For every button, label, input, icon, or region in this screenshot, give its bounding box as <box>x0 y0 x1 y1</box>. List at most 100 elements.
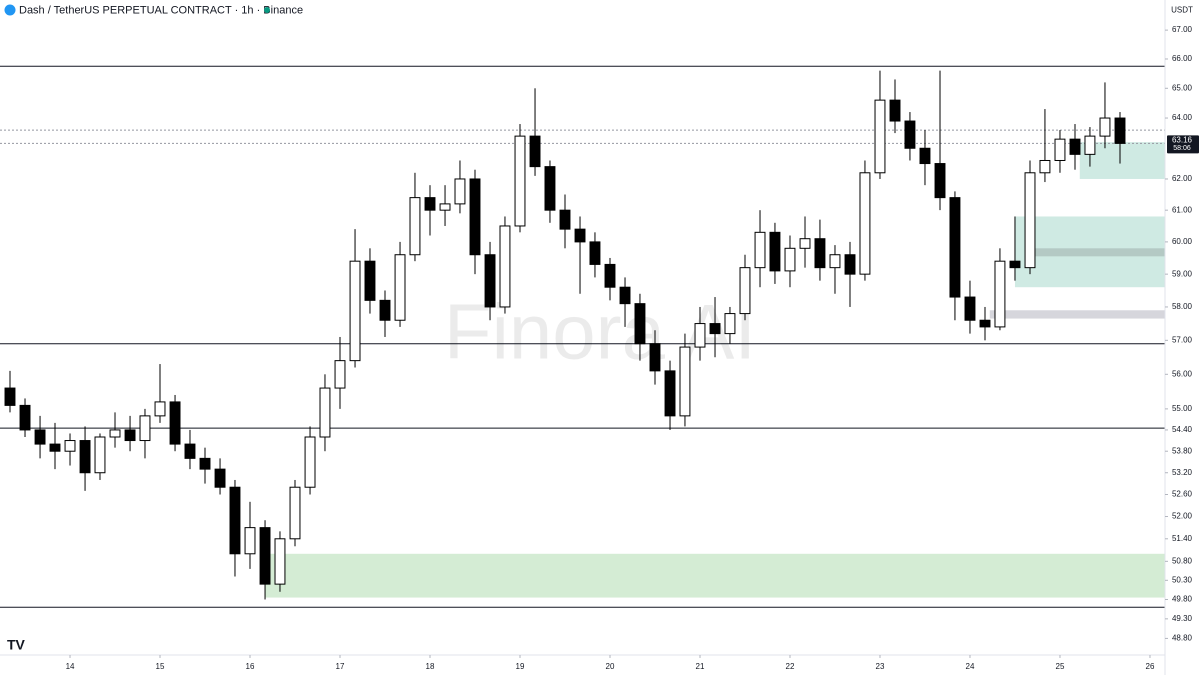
candle-body <box>1054 138 1066 161</box>
candle-body <box>904 120 916 149</box>
x-tick-label: 20 <box>606 662 615 671</box>
candle-body <box>409 197 421 256</box>
y-tick-label: 52.00 <box>1172 512 1193 521</box>
candle-body <box>1039 159 1051 174</box>
x-tick-label: 21 <box>696 662 705 671</box>
x-tick-label: 24 <box>966 662 975 671</box>
y-tick-label: 53.80 <box>1172 446 1193 455</box>
candle-body <box>619 286 631 305</box>
candle-body <box>979 319 991 328</box>
candle-body <box>769 231 781 272</box>
candle-body <box>19 404 31 431</box>
candle-body <box>739 267 751 315</box>
candle-body <box>799 238 811 249</box>
candle-body <box>274 538 286 585</box>
x-tick-label: 14 <box>66 662 75 671</box>
candle-body <box>694 323 706 348</box>
candle-body <box>559 209 571 230</box>
x-tick-label: 22 <box>786 662 795 671</box>
candle-body <box>754 231 766 269</box>
x-tick-label: 19 <box>516 662 525 671</box>
y-tick-label: 57.00 <box>1172 335 1193 344</box>
y-tick-label: 48.80 <box>1172 634 1193 643</box>
y-tick-label: 56.00 <box>1172 369 1193 378</box>
candle-body <box>304 436 316 488</box>
y-tick-label: 60.00 <box>1172 237 1193 246</box>
candle-body <box>544 166 556 211</box>
levels <box>0 65 1165 608</box>
candle-body <box>814 238 826 269</box>
candle-body <box>484 254 496 308</box>
candle-body <box>889 99 901 122</box>
logo-text: TV <box>7 637 26 653</box>
y-tick-label: 49.80 <box>1172 595 1193 604</box>
candle-body <box>34 429 46 445</box>
candle-body <box>319 387 331 438</box>
candle-body <box>679 346 691 417</box>
y-tick-label: 65.00 <box>1172 83 1193 92</box>
candle-body <box>574 228 586 243</box>
candle-body <box>124 429 136 442</box>
candle-body <box>214 468 226 488</box>
candle-body <box>874 99 886 174</box>
candle-body <box>289 486 301 540</box>
candle-body <box>529 135 541 168</box>
candle-body <box>724 313 736 335</box>
candle-body <box>664 370 676 417</box>
y-tick-label: 62.00 <box>1172 174 1193 183</box>
candle-body <box>634 303 646 345</box>
zones <box>265 142 1166 598</box>
candle-body <box>259 527 271 585</box>
candle-body <box>964 296 976 321</box>
zone <box>1030 248 1165 257</box>
candle-body <box>184 443 196 459</box>
header-title: Dash / TetherUS PERPETUAL CONTRACT · 1h … <box>19 4 303 16</box>
y-tick-label: 55.00 <box>1172 404 1193 413</box>
axes: 67.00 66.00 65.00 64.00 62.00 61.00 60.00 59.00… <box>66 25 1199 671</box>
candle-body <box>1069 138 1081 155</box>
x-tick-label: 17 <box>336 662 345 671</box>
currency-label: USDT <box>1171 6 1193 15</box>
price-tag-label: 63.16 <box>1172 136 1193 145</box>
candles <box>4 70 1126 600</box>
candle-body <box>349 260 361 362</box>
y-tick-label: 64.00 <box>1172 113 1193 122</box>
candle-body <box>139 415 151 442</box>
candle-body <box>1084 135 1096 155</box>
y-tick-label: 61.00 <box>1172 205 1193 214</box>
x-tick-label: 16 <box>246 662 255 671</box>
y-tick-label: 49.30 <box>1172 614 1193 623</box>
candle-body <box>649 343 661 372</box>
candle-body <box>1099 117 1111 137</box>
y-tick-label: 53.20 <box>1172 468 1193 477</box>
candle-body <box>199 457 211 470</box>
zone <box>989 310 1165 319</box>
candle-body <box>994 260 1006 328</box>
y-tick-label: 50.30 <box>1172 575 1193 584</box>
candle-body <box>589 241 601 265</box>
candle-body <box>1024 172 1036 269</box>
candle-body <box>64 440 76 452</box>
candle-body <box>334 360 346 389</box>
price-tag <box>1167 135 1199 154</box>
candle-body <box>424 197 436 211</box>
candle-body <box>439 203 451 211</box>
candle-body <box>919 147 931 165</box>
y-tick-label: 67.00 <box>1172 25 1193 34</box>
candle-body <box>394 254 406 321</box>
x-tick-label: 18 <box>426 662 435 671</box>
candle-body <box>709 323 721 335</box>
candle-body <box>604 263 616 288</box>
candle-body <box>244 527 256 555</box>
candle-body <box>154 401 166 417</box>
candle-body <box>784 247 796 272</box>
candle-body <box>514 135 526 227</box>
y-tick-label: 59.00 <box>1172 269 1193 278</box>
candle-body <box>79 440 91 474</box>
tradingview-logo: TV <box>7 637 26 653</box>
x-tick-label: 15 <box>156 662 165 671</box>
candle-body <box>364 260 376 301</box>
candle-body <box>499 225 511 308</box>
y-tick-label: 54.40 <box>1172 425 1193 434</box>
